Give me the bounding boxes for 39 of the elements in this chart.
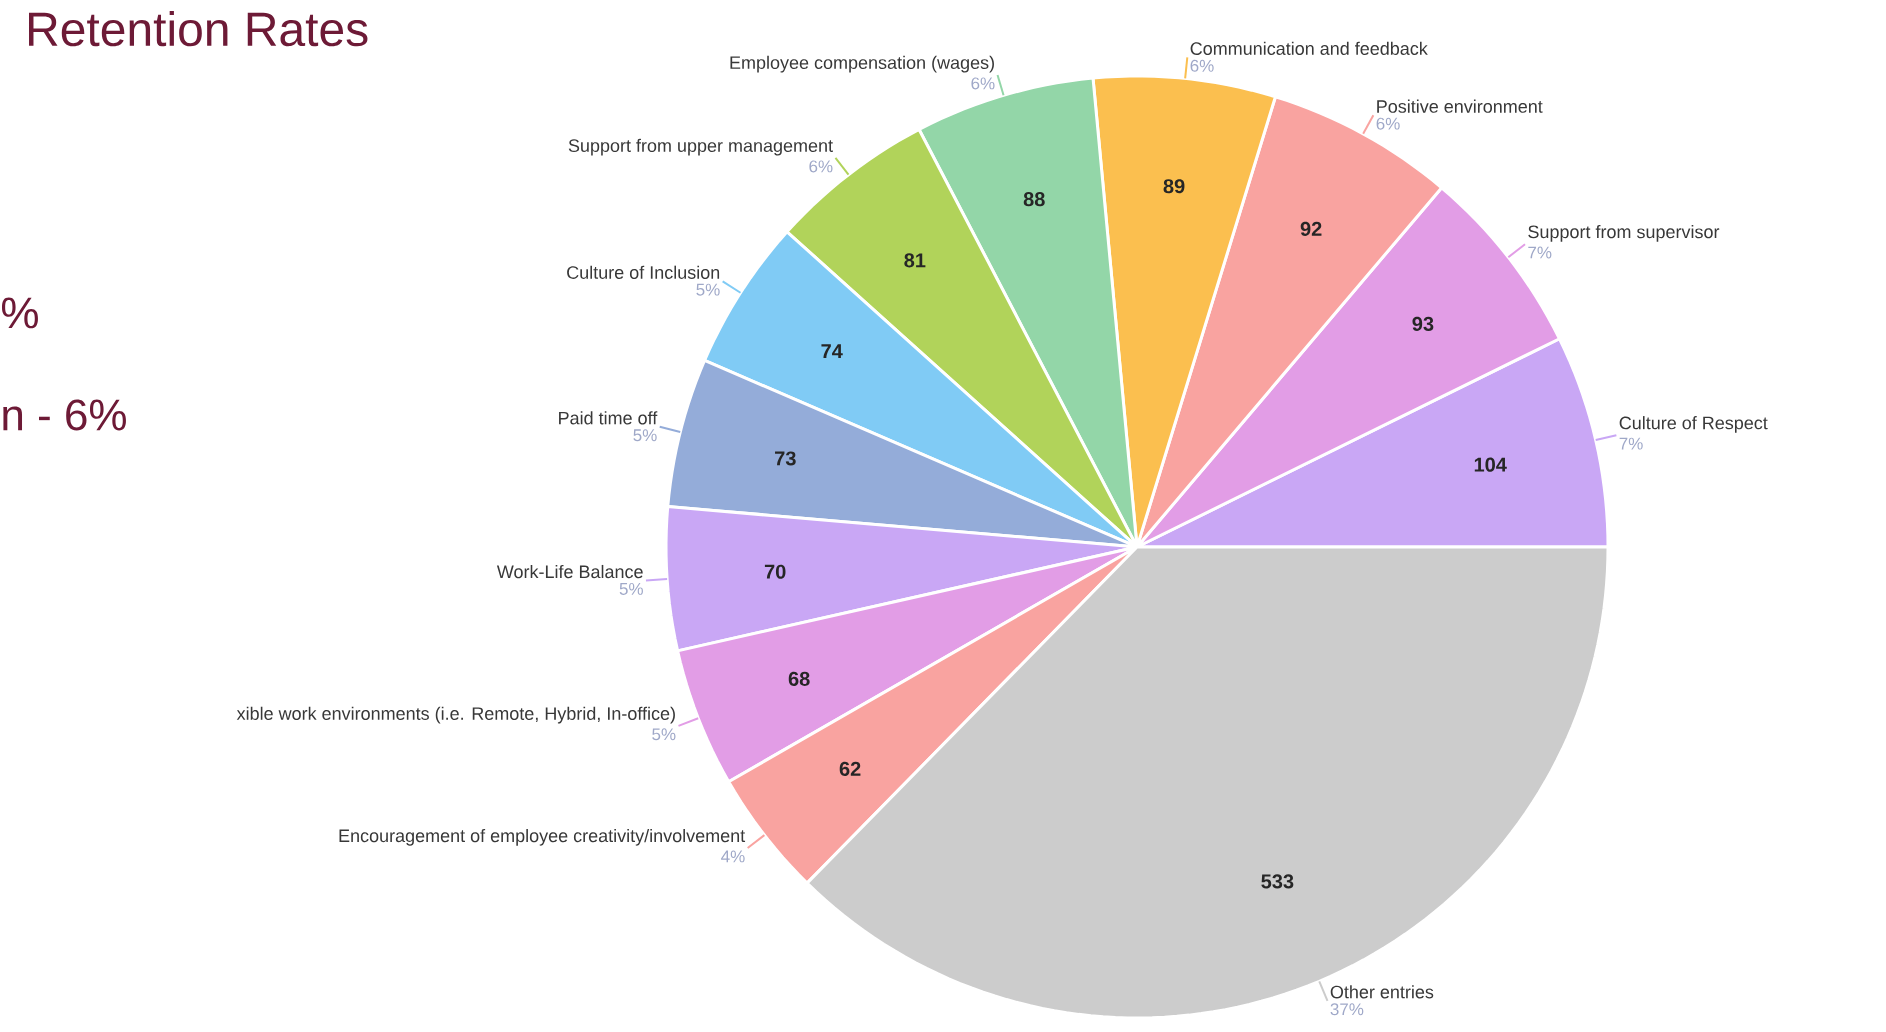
text: 5% — [696, 283, 720, 296]
data-label: 89 — [1163, 179, 1185, 194]
text: 6% — [809, 160, 833, 173]
slice-label: Communication and feedback — [1190, 41, 1428, 55]
text: 5% — [633, 429, 657, 442]
chart-title: Retention Rates — [29, 11, 368, 47]
data-label: 68 — [788, 671, 810, 686]
data-label: 73 — [775, 451, 796, 466]
slice-label: Support from upper management — [568, 138, 833, 156]
slice-label: Culture of Respect — [1619, 416, 1768, 433]
slice-label: Positive environment — [1377, 99, 1543, 113]
slice-label: Encouragement of employee creativity/involvement — [339, 828, 746, 846]
data-label: 81 — [904, 253, 926, 268]
slice-label: Support from supervisor — [1528, 224, 1720, 242]
text: 37% — [1330, 1003, 1364, 1016]
text: 7% — [1528, 246, 1552, 259]
text: 6% — [971, 77, 995, 90]
text: 5% — [652, 728, 676, 741]
text: 7% — [1619, 437, 1643, 450]
slice-label: Employee compensation (wages) — [730, 55, 994, 73]
slice-label: Paid time off — [559, 411, 658, 425]
slice-label: xible work environments (i.e. Remote, Hybrid, In-office) — [236, 706, 675, 724]
data-label: 93 — [1412, 316, 1434, 331]
slice-label: Other entries — [1330, 985, 1434, 999]
text: n - 6% — [3, 399, 126, 431]
slice-label: Culture of Inclusion — [567, 265, 720, 279]
data-label: 92 — [1300, 221, 1322, 236]
text: 6% — [1376, 117, 1400, 130]
data-label: 104 — [1474, 457, 1507, 472]
text: 4% — [721, 850, 745, 863]
data-label: 62 — [839, 761, 861, 776]
data-label: 70 — [764, 564, 786, 579]
data-label: 74 — [821, 344, 843, 359]
data-label: 88 — [1023, 192, 1045, 207]
text: 6% — [1190, 59, 1214, 72]
text: 5% — [619, 582, 643, 595]
slice-label: Work-Life Balance — [496, 564, 643, 579]
text: % — [1, 297, 38, 329]
data-label: 533 — [1261, 874, 1294, 889]
